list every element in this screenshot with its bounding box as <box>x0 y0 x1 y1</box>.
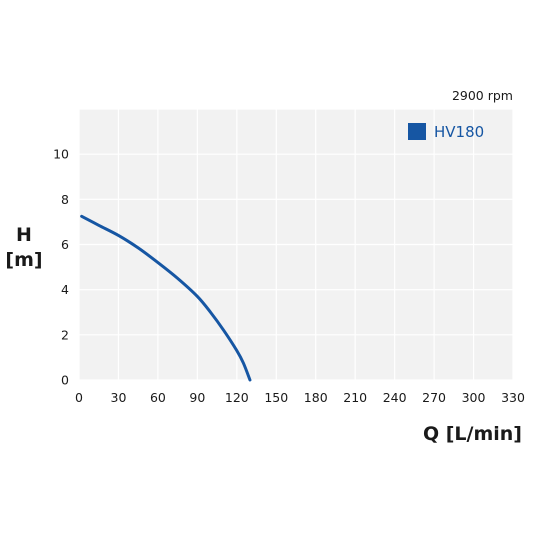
y-tick-label: 10 <box>53 147 69 162</box>
x-tick-label: 90 <box>189 390 205 405</box>
series-lines <box>80 214 252 382</box>
y-tick-label: 0 <box>61 373 69 388</box>
x-tick-label: 150 <box>264 390 288 405</box>
legend-swatch-hv180 <box>408 123 426 140</box>
y-axis-title-line2: [m] <box>5 249 42 271</box>
x-tick-label: 30 <box>111 390 127 405</box>
y-tick-label: 8 <box>61 192 69 207</box>
x-tick-label: 240 <box>383 390 407 405</box>
grid-lines <box>78 108 514 381</box>
legend-label-hv180: HV180 <box>434 123 484 141</box>
y-tick-label: 4 <box>61 282 69 297</box>
x-tick-label: 120 <box>225 390 249 405</box>
x-tick-label: 330 <box>501 390 525 405</box>
x-axis-title: Q [L/min] <box>423 423 522 445</box>
y-tick-label: 2 <box>61 327 69 342</box>
x-tick-label: 210 <box>343 390 367 405</box>
x-tick-label: 60 <box>150 390 166 405</box>
series-line-hv180 <box>80 214 252 382</box>
y-axis-title-line1: H <box>16 224 32 246</box>
x-tick-labels: 0 30 60 90 120 150 180 210 240 270 300 330 <box>75 390 525 405</box>
x-tick-label: 300 <box>462 390 486 405</box>
x-tick-label: 0 <box>75 390 83 405</box>
rpm-label: 2900 rpm <box>452 88 513 103</box>
legend: HV180 <box>408 123 484 141</box>
y-tick-labels: 0 2 4 6 8 10 <box>53 147 69 388</box>
x-tick-label: 270 <box>422 390 446 405</box>
x-tick-label: 180 <box>304 390 328 405</box>
y-tick-label: 6 <box>61 237 69 252</box>
